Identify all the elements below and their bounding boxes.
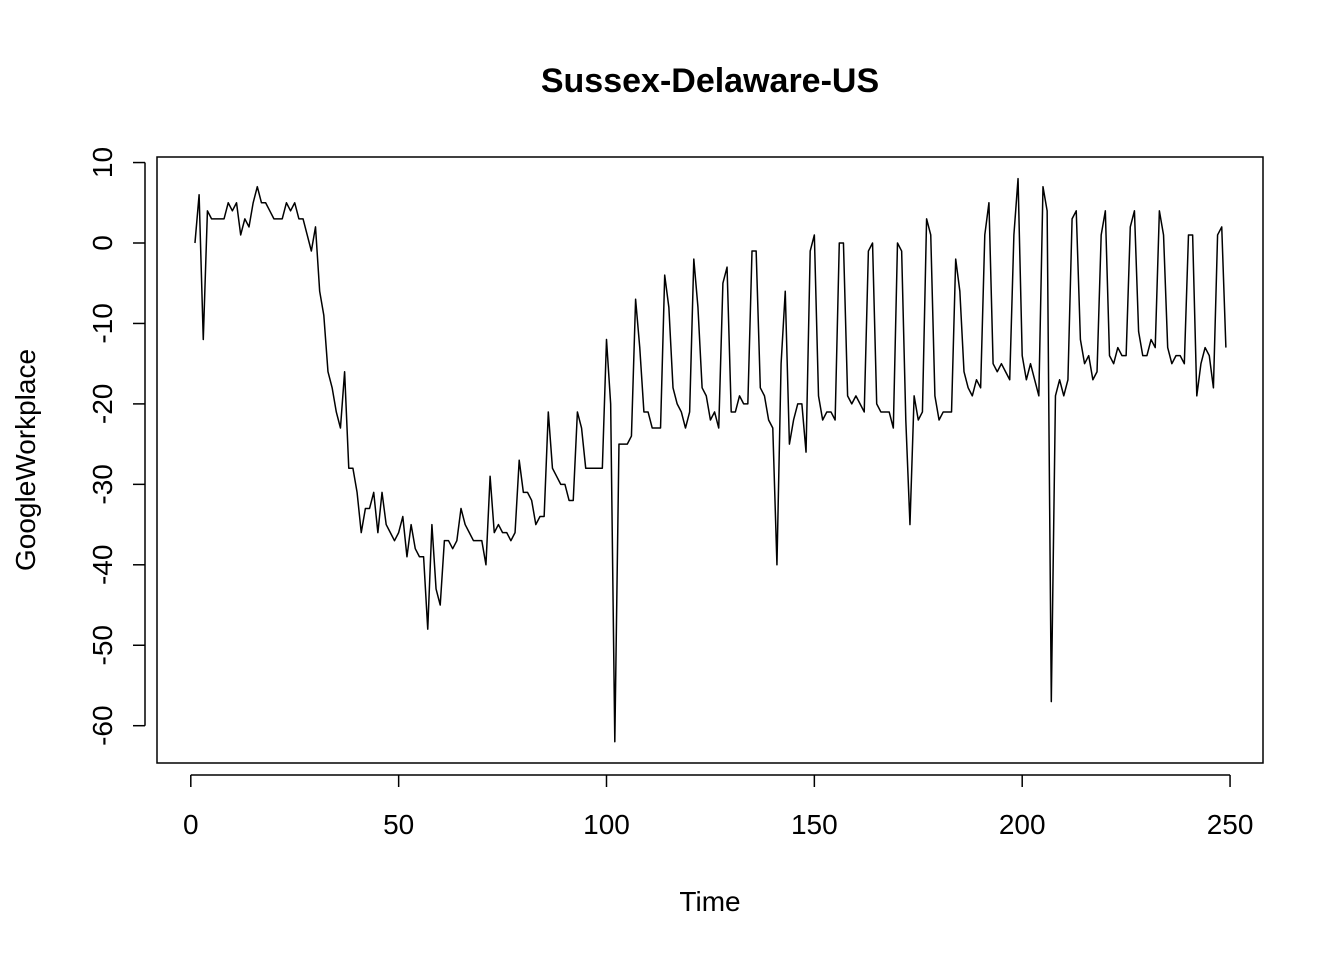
- y-axis-label: GoogleWorkplace: [10, 349, 41, 571]
- x-axis: 0 50 100 150 200 250: [183, 774, 1254, 840]
- y-tick-label: 0: [87, 235, 118, 251]
- x-tick-label: 50: [383, 809, 414, 840]
- plot-frame: [156, 156, 1264, 764]
- chart-title: Sussex-Delaware-US: [541, 62, 879, 100]
- series-line: [194, 177, 1227, 743]
- y-tick-label: -30: [87, 464, 118, 504]
- x-tick-label: 250: [1207, 809, 1254, 840]
- x-tick-label: 200: [999, 809, 1046, 840]
- y-tick-label: -20: [87, 384, 118, 424]
- y-tick-label: -60: [87, 705, 118, 745]
- x-tick-label: 0: [183, 809, 199, 840]
- y-tick-label: 10: [87, 147, 118, 178]
- y-tick-label: -50: [87, 625, 118, 665]
- y-tick-label: -40: [87, 545, 118, 585]
- x-tick-label: 150: [791, 809, 838, 840]
- x-tick-label: 100: [583, 809, 630, 840]
- y-axis: 10 0 -10 -20 -30 -40 -50 -60: [87, 147, 146, 746]
- y-tick-label: -10: [87, 303, 118, 343]
- x-axis-label: Time: [679, 886, 740, 917]
